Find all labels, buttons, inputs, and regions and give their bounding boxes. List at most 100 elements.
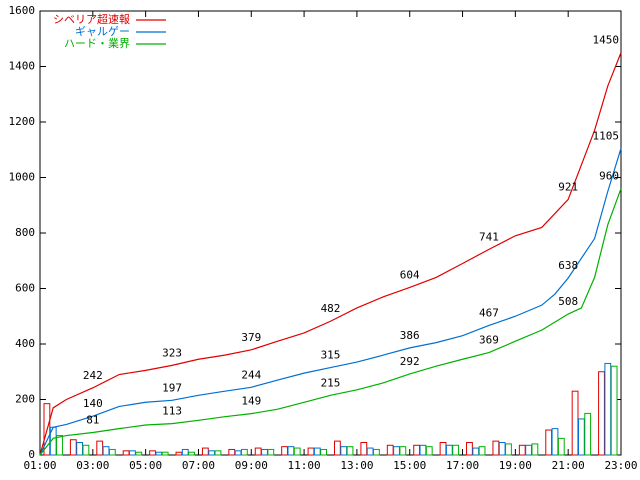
bar bbox=[525, 444, 532, 456]
bar bbox=[610, 365, 618, 456]
line bbox=[39, 148, 622, 456]
y-tick-label: 200 bbox=[15, 393, 35, 406]
bar bbox=[76, 442, 84, 456]
y-tick-label: 600 bbox=[15, 282, 35, 295]
x-tick-label: 17:00 bbox=[446, 459, 479, 472]
line bbox=[39, 52, 622, 456]
bar bbox=[122, 450, 130, 456]
x-tick-label: 15:00 bbox=[393, 459, 426, 472]
legend-label: ギャルゲー bbox=[75, 25, 130, 38]
bar bbox=[313, 447, 321, 456]
bar bbox=[234, 450, 242, 456]
bar bbox=[577, 418, 585, 456]
bar bbox=[518, 444, 526, 456]
y-tick-label: 1000 bbox=[9, 171, 36, 184]
bar bbox=[346, 446, 354, 456]
bar bbox=[320, 448, 328, 456]
bar bbox=[334, 440, 341, 456]
value-label: 369 bbox=[479, 334, 499, 347]
value-label: 81 bbox=[86, 414, 99, 427]
bar bbox=[96, 440, 104, 456]
y-tick-label: 1400 bbox=[9, 60, 36, 73]
bar bbox=[287, 446, 295, 456]
value-label: 1450 bbox=[593, 34, 620, 47]
x-tick-label: 01:00 bbox=[23, 459, 56, 472]
bar bbox=[82, 444, 90, 456]
bar bbox=[373, 448, 380, 456]
value-label: 921 bbox=[558, 180, 578, 193]
value-label: 638 bbox=[558, 259, 578, 272]
bar bbox=[466, 442, 473, 456]
bar bbox=[551, 428, 559, 456]
bar bbox=[472, 447, 480, 456]
bar bbox=[293, 447, 301, 456]
bar bbox=[393, 446, 400, 456]
bar bbox=[386, 444, 394, 456]
value-label: 323 bbox=[162, 346, 182, 359]
x-tick-label: 13:00 bbox=[340, 459, 373, 472]
bar bbox=[281, 446, 288, 456]
bar bbox=[149, 450, 156, 456]
bar bbox=[584, 412, 592, 456]
bar bbox=[208, 450, 216, 456]
bar bbox=[366, 447, 374, 456]
bar bbox=[604, 362, 612, 456]
bar bbox=[240, 448, 248, 456]
bar bbox=[307, 447, 315, 456]
value-label: 1105 bbox=[593, 129, 620, 142]
value-label: 113 bbox=[162, 405, 182, 418]
x-tick-label: 07:00 bbox=[182, 459, 215, 472]
bar bbox=[545, 429, 553, 456]
bar bbox=[261, 448, 268, 456]
x-tick-label: 11:00 bbox=[288, 459, 321, 472]
bar bbox=[340, 446, 348, 456]
bar bbox=[228, 448, 236, 456]
value-label: 467 bbox=[479, 306, 499, 319]
bar bbox=[452, 444, 460, 456]
bar bbox=[505, 443, 512, 456]
value-label: 315 bbox=[321, 349, 341, 362]
x-tick-label: 09:00 bbox=[235, 459, 268, 472]
bar bbox=[425, 446, 433, 456]
value-label: 244 bbox=[241, 368, 261, 381]
bar bbox=[69, 439, 77, 456]
legend-label: ハード・業界 bbox=[64, 37, 130, 50]
value-label: 242 bbox=[83, 369, 103, 382]
bar bbox=[598, 371, 605, 456]
bar bbox=[102, 446, 110, 456]
bar bbox=[492, 440, 500, 456]
bar bbox=[478, 446, 486, 456]
bar bbox=[445, 444, 453, 456]
y-tick-label: 0 bbox=[28, 448, 35, 461]
y-tick-label: 1200 bbox=[9, 115, 36, 128]
bar bbox=[254, 447, 262, 456]
bar bbox=[188, 451, 195, 456]
x-tick-label: 03:00 bbox=[76, 459, 109, 472]
bar bbox=[161, 451, 169, 456]
value-label: 604 bbox=[400, 268, 420, 281]
bar bbox=[135, 451, 143, 456]
bar bbox=[175, 451, 183, 456]
value-label: 379 bbox=[241, 331, 261, 344]
bar bbox=[498, 442, 506, 456]
value-label: 482 bbox=[321, 302, 341, 315]
x-tick-label: 23:00 bbox=[604, 459, 637, 472]
y-tick-label: 1600 bbox=[9, 4, 36, 17]
value-label: 960 bbox=[599, 170, 619, 183]
line bbox=[39, 188, 622, 456]
bar bbox=[214, 450, 222, 456]
y-tick-label: 400 bbox=[15, 337, 35, 350]
bar bbox=[108, 448, 116, 456]
bar bbox=[360, 442, 368, 456]
bar bbox=[267, 448, 275, 456]
bar bbox=[399, 446, 407, 456]
value-label: 215 bbox=[321, 376, 341, 389]
bar bbox=[419, 444, 427, 456]
bar bbox=[129, 450, 136, 456]
value-label: 292 bbox=[400, 355, 420, 368]
bar bbox=[439, 442, 447, 456]
value-label: 741 bbox=[479, 230, 499, 243]
bar bbox=[56, 435, 63, 456]
bar bbox=[571, 390, 579, 456]
